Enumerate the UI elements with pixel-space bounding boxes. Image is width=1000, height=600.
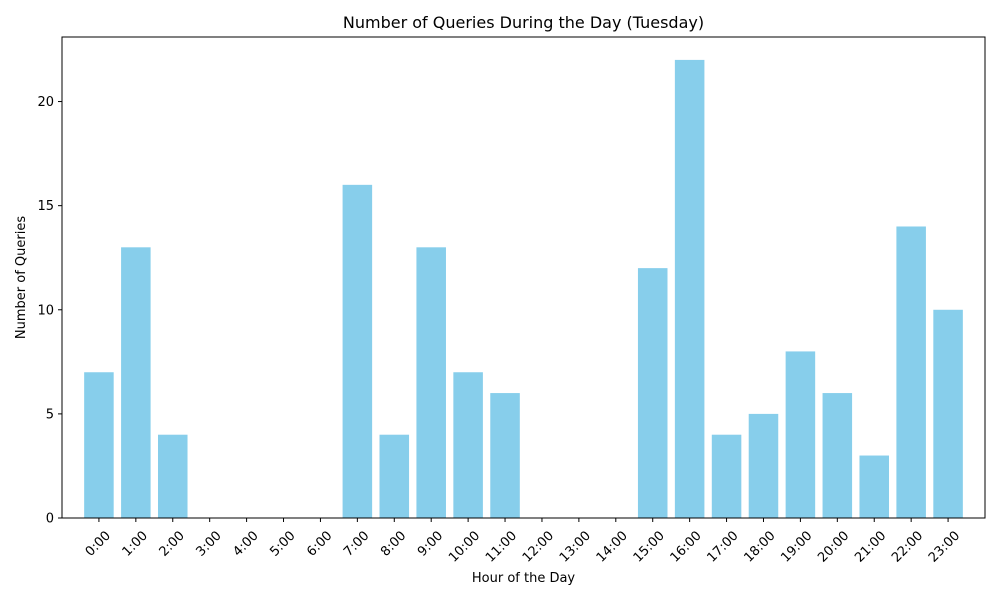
x-tick-label: 9:00 xyxy=(415,528,446,559)
bar-1600 xyxy=(674,59,705,519)
x-tick-label: 10:00 xyxy=(446,528,483,565)
y-tick-label: 15 xyxy=(37,199,54,214)
x-tick-label: 3:00 xyxy=(193,528,224,559)
bar-1700 xyxy=(711,434,742,518)
bar-2000 xyxy=(822,393,853,518)
y-tick-label: 20 xyxy=(37,95,54,110)
x-tick-label: 4:00 xyxy=(230,528,261,559)
bar-000 xyxy=(84,372,114,518)
x-tick-label: 15:00 xyxy=(631,528,668,565)
y-tick-label: 0 xyxy=(46,512,54,527)
x-tick-label: 14:00 xyxy=(594,528,631,565)
y-axis: 0 5 10 15 20 xyxy=(37,95,62,527)
bar-1900 xyxy=(785,351,816,518)
x-tick-label: 18:00 xyxy=(741,528,778,565)
x-tick-label: 19:00 xyxy=(778,528,815,565)
x-axis: 0:00 1:00 2:00 3:00 4:00 5:00 6:00 7:00 8:00 9:00… xyxy=(83,518,963,566)
chart-title: Number of Queries During the Day (Tuesda… xyxy=(343,13,704,32)
y-axis-label: Number of Queries xyxy=(14,216,29,339)
x-tick-label: 17:00 xyxy=(705,528,742,565)
x-tick-label: 2:00 xyxy=(157,528,188,559)
x-tick-label: 23:00 xyxy=(926,528,963,565)
x-tick-label: 1:00 xyxy=(120,528,151,559)
x-tick-label: 22:00 xyxy=(889,528,926,565)
x-tick-label: 0:00 xyxy=(83,528,114,559)
bar-100 xyxy=(121,247,151,518)
bar-2300 xyxy=(933,309,963,518)
bar-1000 xyxy=(453,372,483,518)
bar-2100 xyxy=(859,455,890,518)
bar-2200 xyxy=(896,226,926,518)
x-tick-label: 20:00 xyxy=(815,528,852,565)
y-tick-label: 5 xyxy=(46,407,54,422)
x-tick-label: 5:00 xyxy=(267,528,298,559)
plot-frame xyxy=(61,36,986,519)
x-tick-label: 16:00 xyxy=(668,528,705,565)
bar-1800 xyxy=(748,413,779,518)
bar-200 xyxy=(157,434,188,518)
bar-900 xyxy=(416,247,446,518)
x-tick-label: 21:00 xyxy=(852,528,889,565)
x-tick-label: 11:00 xyxy=(483,528,520,565)
bar-1500 xyxy=(637,268,668,518)
x-tick-label: 12:00 xyxy=(520,528,557,565)
bar-700 xyxy=(342,184,373,518)
x-axis-label: Hour of the Day xyxy=(472,571,576,586)
bar-800 xyxy=(379,434,410,518)
x-tick-label: 8:00 xyxy=(378,528,409,559)
y-tick-label: 10 xyxy=(37,303,54,318)
bars-group xyxy=(84,59,963,519)
bar-1100 xyxy=(490,393,520,518)
x-tick-label: 6:00 xyxy=(304,528,335,559)
x-tick-label: 13:00 xyxy=(557,528,594,565)
x-tick-label: 7:00 xyxy=(341,528,372,559)
